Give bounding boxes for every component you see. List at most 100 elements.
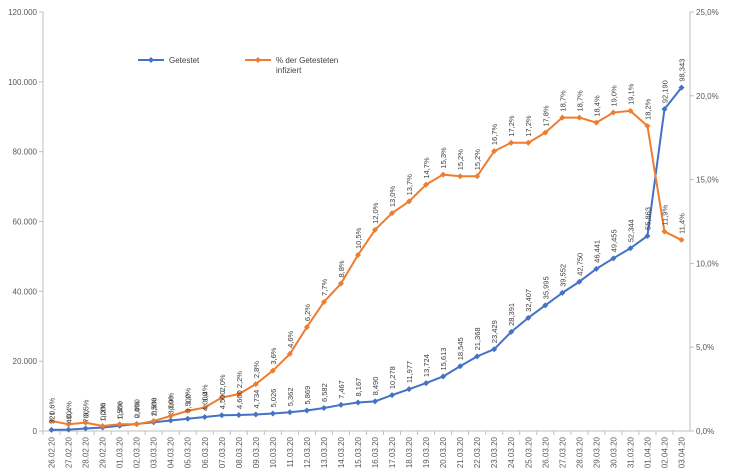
point-infiziert <box>65 421 72 428</box>
data-label-getestet: 52,344 <box>626 219 635 242</box>
point-getestet <box>508 328 515 335</box>
x-tick-label: 04.03.20 <box>167 436 176 468</box>
series-layer <box>48 84 685 433</box>
x-tick-label: 29.02.20 <box>99 436 108 468</box>
data-label-infiziert: 18,4% <box>592 95 601 117</box>
point-getestet <box>354 399 361 406</box>
data-label-getestet: 5,362 <box>286 387 295 406</box>
point-getestet <box>627 245 634 252</box>
x-tick-label: 01.04.20 <box>643 436 652 468</box>
point-getestet <box>235 411 242 418</box>
data-label-infiziert: 16,7% <box>490 124 499 146</box>
x-tick-label: 25.03.20 <box>524 436 533 468</box>
point-getestet <box>372 398 379 405</box>
legend-marker-infiziert <box>255 57 261 63</box>
data-label-infiziert: 19,1% <box>626 83 635 105</box>
x-tick-label: 12.03.20 <box>303 436 312 468</box>
data-label-infiziert: 18,7% <box>558 90 567 112</box>
data-label-getestet: 5,026 <box>269 389 278 408</box>
x-tick-label: 29.03.20 <box>592 436 601 468</box>
series-line-infiziert <box>51 109 682 427</box>
y-left-tick-label: 0 <box>33 427 38 436</box>
x-tick-label: 05.03.20 <box>184 436 193 468</box>
x-tick-label: 27.03.20 <box>558 436 567 468</box>
data-label-getestet: 55,863 <box>643 207 652 230</box>
data-label-getestet: 5,869 <box>303 386 312 405</box>
point-infiziert <box>474 173 481 180</box>
data-label-infiziert: 7,7% <box>320 279 329 296</box>
y-right-tick-label: 5,0% <box>696 343 714 352</box>
data-label-getestet: 92,190 <box>660 80 669 103</box>
point-infiziert <box>133 421 140 428</box>
point-getestet <box>406 386 413 393</box>
data-label-infiziert: 18,7% <box>575 90 584 112</box>
x-tick-label: 17.03.20 <box>388 436 397 468</box>
x-tick-label: 31.03.20 <box>626 436 635 468</box>
point-infiziert <box>559 114 566 121</box>
point-infiziert <box>303 324 310 331</box>
point-infiziert <box>610 109 617 116</box>
data-label-getestet: 46,441 <box>592 240 601 263</box>
data-labels: 321 400 700 1,000 1,500 2,000 2,500 3,000 3,500 4… <box>48 59 687 424</box>
point-infiziert <box>389 210 396 217</box>
data-label-getestet: 3,000 <box>167 396 176 415</box>
data-label-infiziert: 1,2% <box>184 387 193 404</box>
point-infiziert <box>593 119 600 126</box>
y-left-tick-label: 60.000 <box>13 218 38 227</box>
data-label-getestet: 15,613 <box>439 348 448 371</box>
data-label-infiziert: 4,6% <box>286 330 295 347</box>
point-infiziert <box>218 394 225 401</box>
legend-marker-getestet <box>148 57 154 63</box>
point-getestet <box>389 392 396 399</box>
data-label-infiziert: 0,3% <box>99 403 108 420</box>
point-infiziert <box>269 367 276 374</box>
point-getestet <box>65 426 72 433</box>
data-label-getestet: 6,582 <box>320 383 329 402</box>
point-infiziert <box>372 226 379 233</box>
data-label-infiziert: 0,4% <box>116 401 125 418</box>
data-label-getestet: 21,368 <box>473 327 482 350</box>
data-label-getestet: 1,000 <box>99 403 108 422</box>
data-label-getestet: 400 <box>65 411 74 424</box>
x-tick-label: 26.02.20 <box>48 436 57 468</box>
x-tick-label: 18.03.20 <box>405 436 414 468</box>
legend-label-getestet: Getestet <box>169 56 200 65</box>
point-infiziert <box>99 422 106 429</box>
x-tick-label: 03.04.20 <box>677 436 686 468</box>
data-label-infiziert: 0,6% <box>48 398 57 415</box>
point-infiziert <box>184 407 191 414</box>
point-infiziert <box>542 129 549 136</box>
data-label-getestet: 8,167 <box>354 378 363 397</box>
point-getestet <box>184 415 191 422</box>
point-infiziert <box>457 173 464 180</box>
x-tick-label: 14.03.20 <box>337 436 346 468</box>
point-getestet <box>576 278 583 285</box>
data-label-infiziert: 2,0% <box>218 374 227 391</box>
x-tick-label: 02.04.20 <box>660 436 669 468</box>
point-getestet <box>593 265 600 272</box>
point-infiziert <box>423 181 430 188</box>
x-tick-label: 26.03.20 <box>541 436 550 468</box>
data-label-infiziert: 17,2% <box>524 115 533 137</box>
x-tick-label: 01.03.20 <box>116 436 125 468</box>
data-label-getestet: 700 <box>82 410 91 423</box>
point-getestet <box>491 346 498 353</box>
data-label-getestet: 42,750 <box>575 253 584 276</box>
legend-label-infiziert: % der Getesteten infiziert <box>276 56 338 75</box>
data-label-getestet: 4,000 <box>201 392 210 411</box>
data-label-getestet: 13,724 <box>422 354 431 377</box>
data-label-getestet: 39,552 <box>558 264 567 287</box>
point-infiziert <box>406 198 413 205</box>
x-tick-label: 07.03.20 <box>218 436 227 468</box>
point-getestet <box>48 426 55 433</box>
data-label-infiziert: 13,7% <box>405 174 414 196</box>
data-label-getestet: 28,391 <box>507 303 516 326</box>
point-getestet <box>440 373 447 380</box>
point-getestet <box>303 407 310 414</box>
x-tick-label: 06.03.20 <box>201 436 210 468</box>
x-tick-label: 03.03.20 <box>150 436 159 468</box>
data-label-getestet: 1,500 <box>116 401 125 420</box>
x-tick-label: 02.03.20 <box>133 436 142 468</box>
point-getestet <box>201 414 208 421</box>
point-infiziert <box>286 350 293 357</box>
